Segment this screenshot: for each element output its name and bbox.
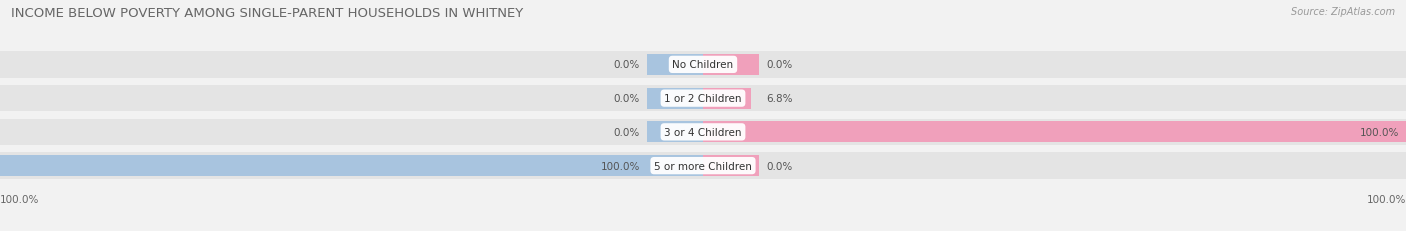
Text: INCOME BELOW POVERTY AMONG SINGLE-PARENT HOUSEHOLDS IN WHITNEY: INCOME BELOW POVERTY AMONG SINGLE-PARENT…	[11, 7, 523, 20]
Bar	[703, 122, 1406, 143]
Bar	[0, 153, 1406, 179]
Text: 100.0%: 100.0%	[1360, 127, 1399, 137]
Bar	[647, 122, 703, 143]
Text: 0.0%: 0.0%	[613, 127, 640, 137]
Text: 0.0%: 0.0%	[766, 161, 793, 171]
Bar	[703, 155, 759, 176]
Bar	[703, 88, 751, 109]
Text: No Children: No Children	[672, 60, 734, 70]
Text: 100.0%: 100.0%	[1367, 195, 1406, 204]
Text: 1 or 2 Children: 1 or 2 Children	[664, 94, 742, 104]
Text: 3 or 4 Children: 3 or 4 Children	[664, 127, 742, 137]
Text: 0.0%: 0.0%	[613, 94, 640, 104]
Text: Source: ZipAtlas.com: Source: ZipAtlas.com	[1291, 7, 1395, 17]
Bar	[0, 52, 1406, 78]
Bar	[647, 88, 703, 109]
Bar	[0, 155, 703, 176]
Text: 100.0%: 100.0%	[600, 161, 640, 171]
Text: 5 or more Children: 5 or more Children	[654, 161, 752, 171]
Text: 6.8%: 6.8%	[766, 94, 793, 104]
Bar	[0, 119, 1406, 145]
Text: 0.0%: 0.0%	[766, 60, 793, 70]
Text: 100.0%: 100.0%	[0, 195, 39, 204]
Bar	[647, 55, 703, 76]
Text: 0.0%: 0.0%	[613, 60, 640, 70]
Bar	[703, 55, 759, 76]
Bar	[0, 86, 1406, 112]
